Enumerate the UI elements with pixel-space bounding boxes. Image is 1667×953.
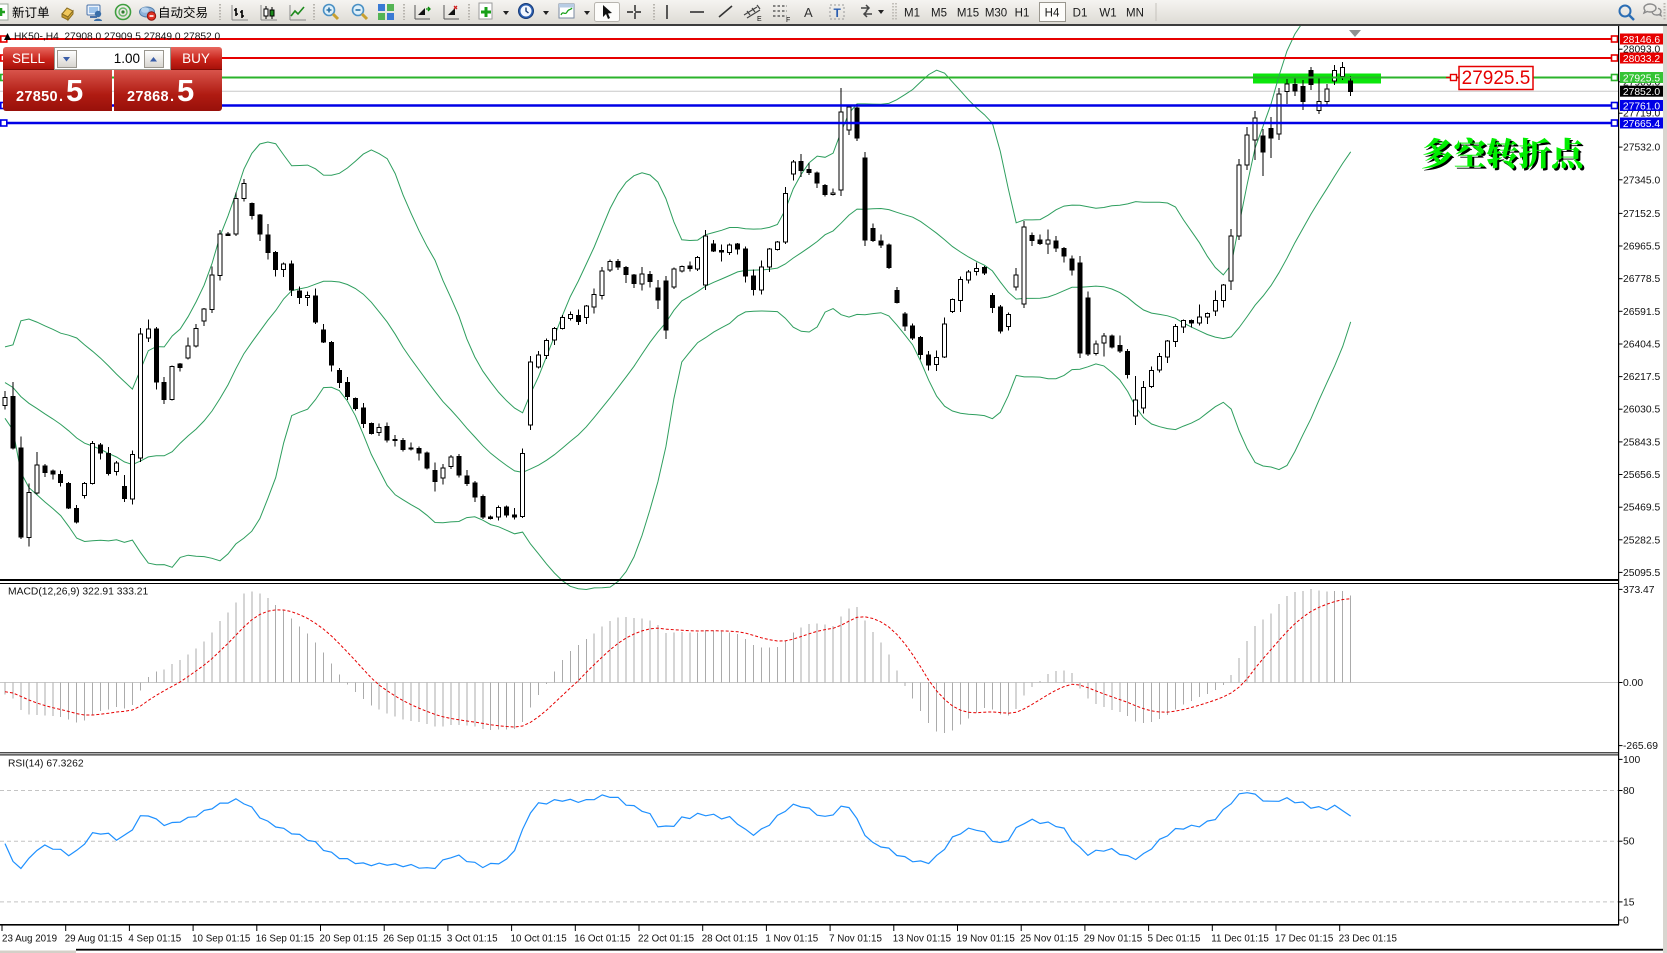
svg-text:26965.5: 26965.5 <box>1623 242 1660 253</box>
svg-text:100: 100 <box>1623 755 1640 766</box>
svg-text:17 Dec 01:15: 17 Dec 01:15 <box>1275 934 1334 945</box>
svg-text:E: E <box>757 16 762 23</box>
svg-text:D1: D1 <box>1073 8 1088 20</box>
svg-text:50: 50 <box>1623 837 1635 848</box>
svg-text:F: F <box>786 17 790 24</box>
svg-text:25282.5: 25282.5 <box>1623 535 1660 546</box>
svg-text:373.47: 373.47 <box>1623 585 1655 596</box>
svg-text:26 Sep 01:15: 26 Sep 01:15 <box>383 934 442 945</box>
svg-text:MN: MN <box>1126 8 1144 20</box>
svg-text:15: 15 <box>1623 897 1635 908</box>
svg-text:5 Dec 01:15: 5 Dec 01:15 <box>1148 934 1201 945</box>
svg-text:22 Oct 01:15: 22 Oct 01:15 <box>638 934 695 945</box>
svg-text:29 Aug 01:15: 29 Aug 01:15 <box>65 934 123 945</box>
svg-text:3 Oct 01:15: 3 Oct 01:15 <box>447 934 498 945</box>
svg-text:4 Sep 01:15: 4 Sep 01:15 <box>128 934 181 945</box>
svg-text:26030.5: 26030.5 <box>1623 405 1660 416</box>
svg-text:-265.69: -265.69 <box>1623 741 1658 752</box>
svg-text:27152.5: 27152.5 <box>1623 209 1660 220</box>
svg-text:25843.5: 25843.5 <box>1623 437 1660 448</box>
svg-text:M30: M30 <box>985 8 1007 20</box>
svg-text:26404.5: 26404.5 <box>1623 340 1660 351</box>
svg-text:27719.0: 27719.0 <box>1623 109 1660 120</box>
svg-text:27532.0: 27532.0 <box>1623 143 1660 154</box>
svg-text:29 Nov 01:15: 29 Nov 01:15 <box>1084 934 1143 945</box>
svg-text:0.00: 0.00 <box>1623 678 1643 689</box>
svg-text:0: 0 <box>1623 916 1629 927</box>
svg-text:16 Oct 01:15: 16 Oct 01:15 <box>574 934 631 945</box>
svg-text:28 Oct 01:15: 28 Oct 01:15 <box>702 934 759 945</box>
svg-text:27925.5: 27925.5 <box>1623 73 1660 84</box>
svg-text:80: 80 <box>1623 786 1635 797</box>
svg-text:10 Oct 01:15: 10 Oct 01:15 <box>511 934 568 945</box>
svg-text:19 Nov 01:15: 19 Nov 01:15 <box>957 934 1016 945</box>
svg-text:A: A <box>804 5 813 20</box>
svg-text:M1: M1 <box>904 8 920 20</box>
svg-text:10 Sep 01:15: 10 Sep 01:15 <box>192 934 251 945</box>
svg-text:H4: H4 <box>1045 8 1060 20</box>
svg-text:26778.5: 26778.5 <box>1623 274 1660 285</box>
svg-text:13 Nov 01:15: 13 Nov 01:15 <box>893 934 952 945</box>
svg-text:H1: H1 <box>1015 8 1030 20</box>
svg-text:27761.0: 27761.0 <box>1623 101 1660 112</box>
svg-text:16 Sep 01:15: 16 Sep 01:15 <box>256 934 315 945</box>
svg-text:M5: M5 <box>931 8 947 20</box>
svg-text:7 Nov 01:15: 7 Nov 01:15 <box>829 934 882 945</box>
svg-text:RSI(14) 67.3262: RSI(14) 67.3262 <box>8 759 84 770</box>
svg-text:25656.5: 25656.5 <box>1623 470 1660 481</box>
svg-text:26217.5: 26217.5 <box>1623 372 1660 383</box>
svg-text:W1: W1 <box>1099 8 1116 20</box>
svg-text:28093.0: 28093.0 <box>1623 45 1660 56</box>
svg-text:MACD(12,26,9) 322.91 333.21: MACD(12,26,9) 322.91 333.21 <box>8 587 149 598</box>
svg-text:26591.5: 26591.5 <box>1623 307 1660 318</box>
svg-text:28146.6: 28146.6 <box>1623 35 1660 46</box>
svg-text:27925.5: 27925.5 <box>1462 68 1531 89</box>
svg-text:25 Nov 01:15: 25 Nov 01:15 <box>1020 934 1079 945</box>
svg-text:11 Dec 01:15: 11 Dec 01:15 <box>1211 934 1269 945</box>
svg-text:27852.0: 27852.0 <box>1623 87 1660 98</box>
svg-text:25095.5: 25095.5 <box>1623 568 1660 579</box>
svg-text:27345.0: 27345.0 <box>1623 175 1660 186</box>
svg-text:23 Aug 2019: 23 Aug 2019 <box>2 934 57 945</box>
svg-text:1 Nov 01:15: 1 Nov 01:15 <box>765 934 818 945</box>
svg-text:27665.4: 27665.4 <box>1623 119 1660 130</box>
svg-text:T: T <box>834 6 842 20</box>
svg-text:23 Dec 01:15: 23 Dec 01:15 <box>1339 934 1398 945</box>
svg-text:HK50-,H4 27908.0 27909.5 2784: HK50-,H4 27908.0 27909.5 27849.0 27852.0 <box>14 32 221 43</box>
svg-text:25469.5: 25469.5 <box>1623 503 1660 514</box>
svg-text:M15: M15 <box>957 8 979 20</box>
svg-text:20 Sep 01:15: 20 Sep 01:15 <box>320 934 379 945</box>
svg-text:28033.2: 28033.2 <box>1623 54 1660 65</box>
